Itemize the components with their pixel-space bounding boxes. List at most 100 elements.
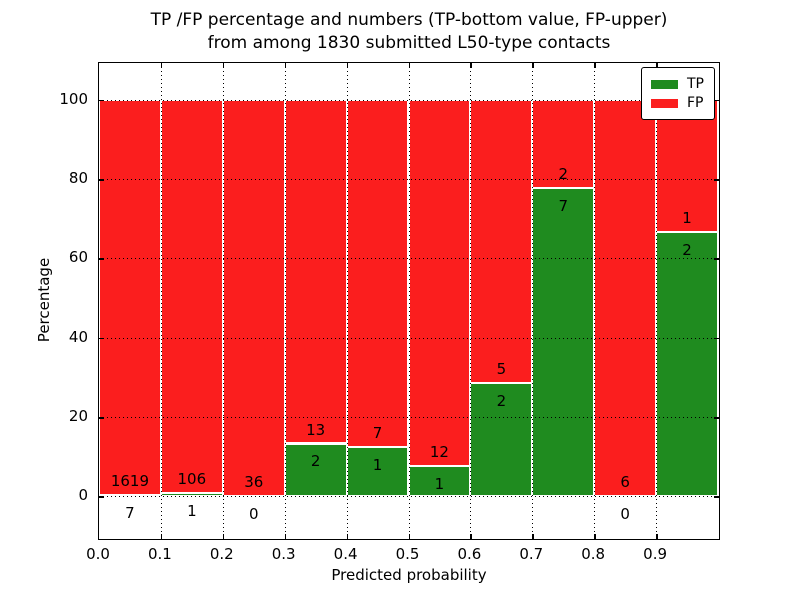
y-tick-mark — [714, 99, 719, 102]
x-tick-label: 0.5 — [395, 545, 420, 563]
y-tick-mark — [99, 99, 104, 102]
x-tick-mark — [470, 63, 472, 68]
y-tick-label: 100 — [59, 89, 88, 108]
bar-segment-fp — [594, 99, 657, 497]
x-tick-label: 0.7 — [519, 545, 544, 563]
bar-segment-fp — [408, 99, 471, 466]
y-tick-mark — [99, 417, 104, 419]
bar-segment-tp — [408, 465, 471, 497]
y-tick-label: 40 — [68, 327, 88, 346]
x-tick-mark — [408, 63, 411, 68]
fp-legend-swatch — [651, 98, 678, 108]
fp-count-label: 1619 — [110, 471, 150, 490]
bar-segment-tp — [656, 232, 718, 497]
x-tick-mark — [532, 63, 534, 68]
x-tick-mark — [346, 534, 349, 539]
v-gridline — [346, 63, 348, 539]
v-gridline — [222, 63, 224, 539]
x-tick-mark — [222, 63, 225, 68]
fp-count-label: 6 — [620, 473, 630, 492]
x-tick-mark — [532, 534, 534, 539]
y-tick-mark — [714, 179, 719, 181]
y-tick-mark — [99, 258, 104, 261]
bar-segment-fp — [532, 99, 595, 188]
bar-segment-fp — [470, 99, 533, 384]
y-tick-label: 0 — [78, 486, 88, 505]
chart-title-line1: TP /FP percentage and numbers (TP-bottom… — [150, 10, 668, 30]
y-tick-mark — [99, 337, 104, 340]
v-gridline — [532, 63, 534, 539]
fp-count-label: 1 — [682, 209, 692, 228]
x-tick-label: 0.3 — [271, 545, 296, 563]
fp-count-label: 5 — [496, 360, 507, 379]
tp-count-label: 7 — [125, 503, 135, 522]
x-tick-mark — [656, 63, 658, 68]
x-tick-label: 0.8 — [581, 545, 606, 563]
x-tick-mark — [470, 534, 472, 539]
bar-segment-fp — [99, 99, 161, 495]
v-gridline — [594, 63, 596, 539]
y-tick-label: 60 — [68, 248, 88, 267]
x-tick-mark — [160, 63, 163, 68]
tp-count-label: 0 — [620, 505, 630, 524]
tp-count-label: 0 — [248, 505, 259, 524]
fp-count-label: 12 — [429, 442, 449, 461]
y-tick-mark — [714, 417, 719, 419]
x-tick-mark — [656, 534, 658, 539]
plot-area: 1619 7 106 1 36 0 13 2 7 1 12 1 5 2 2 7 6 0 1 2 TP FP — [98, 62, 720, 540]
bar-segment-fp — [346, 99, 409, 447]
x-tick-label: 0.0 — [86, 545, 110, 563]
bar-segment-tp — [99, 494, 161, 497]
v-gridline — [284, 63, 286, 539]
y-tick-mark — [714, 258, 719, 261]
tp-count-label: 2 — [310, 452, 321, 471]
y-tick-label: 80 — [68, 169, 88, 188]
chart-title-line2: from among 1830 submitted L50-type conta… — [207, 33, 611, 53]
x-tick-mark — [594, 63, 596, 68]
fp-count-label: 36 — [244, 473, 264, 492]
x-tick-mark — [284, 534, 287, 539]
y-tick-mark — [714, 496, 719, 498]
x-axis-label: Predicted probability — [331, 566, 487, 584]
tp-legend-swatch — [651, 79, 678, 89]
legend-row-tp: TP — [651, 76, 704, 92]
x-tick-mark — [222, 534, 225, 539]
tp-count-label: 2 — [682, 240, 692, 259]
x-tick-mark — [594, 534, 596, 539]
x-tick-mark — [346, 63, 349, 68]
tp-legend-label: TP — [687, 76, 704, 92]
legend: TP FP — [641, 67, 715, 120]
v-gridline — [656, 63, 658, 539]
tp-count-label: 1 — [187, 501, 197, 520]
y-tick-label: 20 — [68, 407, 88, 426]
fp-legend-label: FP — [687, 95, 704, 111]
x-tick-label: 0.9 — [643, 545, 668, 563]
x-tick-mark — [408, 534, 411, 539]
bar-segment-fp — [284, 99, 347, 444]
fp-count-label: 106 — [177, 469, 207, 488]
y-tick-mark — [99, 179, 104, 181]
bar-segment-tp — [532, 187, 595, 497]
tp-count-label: 7 — [558, 196, 569, 215]
x-tick-mark — [160, 534, 163, 539]
v-gridline — [160, 63, 162, 539]
x-tick-label: 0.6 — [457, 545, 482, 563]
bar-segment-fp — [160, 99, 223, 493]
tp-count-label: 1 — [372, 455, 383, 474]
x-tick-label: 0.1 — [147, 545, 172, 563]
fp-count-label: 7 — [372, 423, 383, 442]
v-gridline — [408, 63, 410, 539]
v-gridline — [470, 63, 472, 539]
x-tick-label: 0.4 — [333, 545, 358, 563]
bar-segment-fp — [222, 99, 285, 497]
tp-count-label: 1 — [434, 474, 445, 493]
y-tick-mark — [714, 337, 719, 340]
fp-count-label: 2 — [558, 165, 569, 184]
tp-count-label: 2 — [496, 391, 507, 410]
fp-count-label: 13 — [306, 420, 326, 439]
x-tick-mark — [284, 63, 287, 68]
bar-segment-tp — [470, 383, 533, 497]
legend-row-fp: FP — [651, 95, 704, 111]
x-tick-label: 0.2 — [209, 545, 234, 563]
